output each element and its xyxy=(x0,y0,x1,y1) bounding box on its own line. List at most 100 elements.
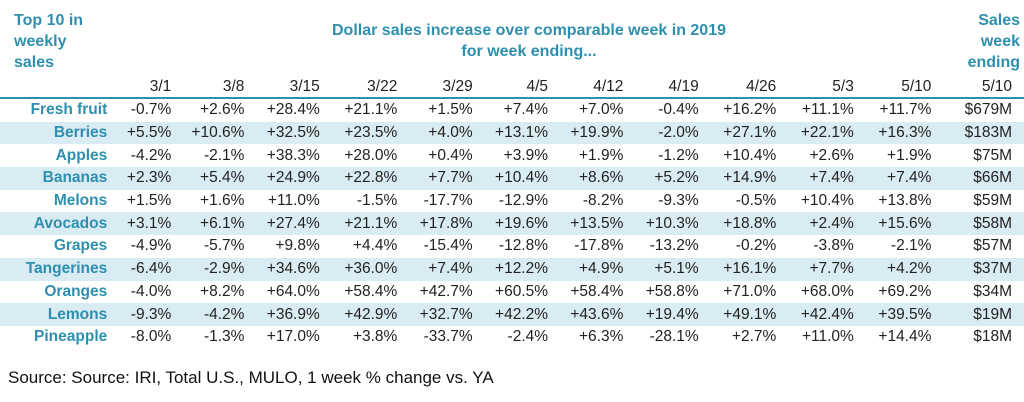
value-cell: +4.0% xyxy=(403,121,479,145)
value-cell: +11.7% xyxy=(879,101,932,119)
sales-cell: $58M xyxy=(937,212,1024,236)
value-cell: +17.8% xyxy=(403,212,479,236)
row-label: Oranges xyxy=(44,282,108,300)
value-cell: +28.4% xyxy=(266,101,320,119)
table-row: Grapes -4.9% -5.7% +9.8% +4.4% -15.4% -12.8% -1… xyxy=(0,235,1024,258)
value-cell: +42.7% xyxy=(419,282,473,300)
value-cell: -4.9% xyxy=(130,237,172,255)
row-label: Fresh fruit xyxy=(30,101,108,119)
value-cell: +58.4% xyxy=(570,282,624,300)
value-cell: +1.5% xyxy=(126,192,172,210)
value-cell: -33.7% xyxy=(423,328,473,346)
value-cell: +7.0% xyxy=(578,101,624,119)
value-cell: +68.0% xyxy=(800,282,854,300)
value-cell: +1.6% xyxy=(200,192,245,210)
value-cell: +19.9% xyxy=(554,121,630,145)
value-cell: -4.0% xyxy=(130,282,172,300)
header-dollar-sales-line: Dollar sales increase over comparable we… xyxy=(332,22,726,39)
source-note: Source: Source: IRI, Total U.S., MULO, 1… xyxy=(8,368,494,387)
value-cell: +5.4% xyxy=(177,167,251,190)
column-header-week: 4/12 xyxy=(554,76,630,99)
value-cell: -5.7% xyxy=(203,237,245,255)
value-cell: +64.0% xyxy=(266,282,320,300)
value-cell: -2.1% xyxy=(890,237,932,255)
header-sales-week-line: week xyxy=(980,33,1020,50)
value-cell: +17.0% xyxy=(266,328,320,346)
value-cell: +42.4% xyxy=(782,303,860,326)
value-cell: +11.0% xyxy=(801,328,854,346)
table-row: Avocados +3.1% +6.1% +27.4% +21.1% +17.8% +19.… xyxy=(0,212,1024,236)
value-cell: +14.9% xyxy=(704,167,783,190)
column-header-week: 3/22 xyxy=(325,76,404,99)
value-cell: -8.2% xyxy=(582,192,624,210)
row-label: Apples xyxy=(55,146,108,164)
value-cell: +38.3% xyxy=(266,146,320,164)
row-label: Avocados xyxy=(0,212,116,236)
value-cell: +8.6% xyxy=(554,167,630,190)
value-cell: +32.7% xyxy=(403,303,479,326)
value-cell: -15.4% xyxy=(423,237,473,255)
value-cell: +16.2% xyxy=(723,101,777,119)
value-cell: -9.3% xyxy=(658,192,699,210)
value-cell: +9.8% xyxy=(275,237,320,255)
value-cell: +11.0% xyxy=(267,192,320,210)
value-cell: +49.1% xyxy=(704,303,783,326)
value-cell: -2.9% xyxy=(177,257,251,281)
value-cell: -17.7% xyxy=(423,192,473,210)
value-cell: -4.2% xyxy=(130,146,172,164)
header-top-10: Top 10 in weekly sales xyxy=(14,10,124,73)
value-cell: +1.9% xyxy=(887,146,932,164)
value-cell: +2.3% xyxy=(115,167,178,190)
row-label: Tangerines xyxy=(0,257,116,281)
column-header-sales: 5/10 xyxy=(937,76,1024,99)
sales-cell: $679M xyxy=(964,101,1012,119)
value-cell: +36.0% xyxy=(325,257,404,281)
column-header-week: 4/5 xyxy=(478,76,555,99)
value-cell: +5.1% xyxy=(629,257,705,281)
value-cell: +43.6% xyxy=(554,303,630,326)
sales-cell: $75M xyxy=(973,146,1012,164)
row-label: Bananas xyxy=(0,167,116,190)
table-row: Apples -4.2% -2.1% +38.3% +28.0% +0.4% +3.9% +1… xyxy=(0,144,1024,167)
value-cell: +8.2% xyxy=(200,282,245,300)
value-cell: +10.4% xyxy=(723,146,777,164)
value-cell: +7.4% xyxy=(782,167,860,190)
header-dollar-sales-line: for week ending... xyxy=(461,43,597,60)
value-cell: -8.0% xyxy=(130,328,172,346)
sales-cell: $34M xyxy=(973,282,1012,300)
sales-table: 3/1 3/8 3/15 3/22 3/29 4/5 4/12 4/19 4/26 5/3 5/10… xyxy=(0,76,1024,349)
value-cell: +3.8% xyxy=(352,328,398,346)
sales-cell: $37M xyxy=(937,257,1024,281)
row-label: Lemons xyxy=(0,303,116,326)
value-cell: +23.5% xyxy=(325,121,404,145)
value-cell: -17.8% xyxy=(574,237,624,255)
column-header-week: 3/8 xyxy=(177,76,251,99)
value-cell: -9.3% xyxy=(115,303,178,326)
value-cell: -12.8% xyxy=(498,237,549,255)
sales-cell: $19M xyxy=(937,303,1024,326)
value-cell: +19.4% xyxy=(629,303,705,326)
column-header-week: 4/26 xyxy=(704,76,783,99)
value-cell: +4.9% xyxy=(554,257,630,281)
value-cell: +2.6% xyxy=(200,101,245,119)
sales-cell: $57M xyxy=(973,237,1012,255)
value-cell: +27.4% xyxy=(250,212,326,236)
value-cell: +2.4% xyxy=(782,212,860,236)
column-header-week: 5/3 xyxy=(782,76,860,99)
header-sales-week-line: ending xyxy=(967,54,1020,71)
value-cell: -0.7% xyxy=(130,101,172,119)
value-cell: -1.3% xyxy=(203,328,245,346)
value-cell: +27.1% xyxy=(704,121,783,145)
value-cell: +3.9% xyxy=(503,146,549,164)
value-cell: +21.1% xyxy=(325,212,404,236)
value-cell: -2.1% xyxy=(203,146,245,164)
value-cell: +22.8% xyxy=(325,167,404,190)
column-header-week: 5/10 xyxy=(859,76,938,99)
row-label: Melons xyxy=(53,192,108,210)
value-cell: +0.4% xyxy=(428,146,473,164)
value-cell: -2.4% xyxy=(507,328,549,346)
value-cell: +3.1% xyxy=(115,212,178,236)
value-cell: +10.4% xyxy=(478,167,555,190)
value-cell: +7.4% xyxy=(503,101,549,119)
table-row: Fresh fruit -0.7% +2.6% +28.4% +21.1% +1.5% +7… xyxy=(0,98,1024,122)
